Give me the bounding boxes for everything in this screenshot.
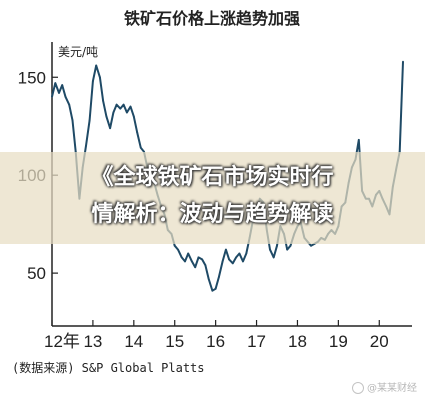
data-point [119,107,122,110]
data-point [238,252,241,255]
data-point [99,76,101,79]
data-point [289,244,292,247]
data-point [231,262,234,265]
data-point [68,103,71,106]
data-point [102,99,104,102]
data-point [187,252,190,255]
x-tick-label: 17 [247,332,266,351]
data-point [54,82,57,84]
banner-title-line-1: 《全球铁矿石市场实时行 [91,165,334,190]
x-tick-label: 15 [165,332,184,351]
data-point [51,95,53,98]
title-banner: 《全球铁矿石市场实时行 情解析：波动与趋势解读 [0,152,425,244]
watermark-text: @某某财经 [367,383,417,394]
data-point [286,248,289,251]
data-point [197,256,200,259]
data-point [201,258,204,261]
data-point [109,127,111,130]
data-point [211,289,214,292]
data-point [115,103,118,106]
data-point [214,287,217,290]
data-point [225,248,227,251]
data-point [221,260,224,263]
data-point [139,146,142,149]
data-point [122,103,125,106]
data-point [402,60,404,63]
data-point [129,105,132,108]
data-point [276,244,278,247]
x-tick-label: 16 [206,332,225,351]
y-tick-label: 50 [27,264,46,283]
data-point [207,278,210,280]
x-tick-label: 14 [124,332,143,351]
data-point [310,244,312,247]
source-note: (数据来源) S&P Global Platts [12,360,205,375]
tick-labels: 1501005012年1314151617181920 [18,68,389,351]
data-point [180,256,183,259]
watermark: @某某财经 [352,379,417,394]
x-tick-label: 13 [83,332,102,351]
chart-title: 铁矿石价格上涨趋势加强 [124,9,300,28]
data-point [112,111,115,114]
data-point [194,266,197,269]
data-point [173,244,176,247]
data-point [58,92,60,94]
watermark-logo-icon [352,382,364,394]
x-tick-label: 18 [288,332,307,351]
x-tick-label: 12年 [44,332,80,351]
banner-title-line-2: 情解析：波动与趋势解读 [91,202,334,227]
data-point [88,119,91,122]
x-tick-label: 19 [329,332,348,351]
data-point [245,252,248,255]
data-point [126,111,128,114]
data-point [272,256,275,259]
data-point [95,64,98,67]
data-point [235,256,238,259]
data-point [204,264,207,267]
data-point [242,260,244,263]
data-point [136,131,139,134]
data-point [92,80,94,83]
y-tick-label: 150 [18,68,46,87]
data-point [218,276,220,278]
data-point [71,119,74,122]
data-point [191,260,193,263]
data-point [64,95,67,98]
data-point [269,248,271,251]
unit-label: 美元/吨 [58,45,98,59]
data-point [105,115,108,118]
data-point [184,260,186,263]
data-point [85,144,87,147]
data-point [132,115,135,118]
data-point [61,84,64,86]
data-point [177,248,179,251]
data-point [357,139,360,141]
data-point [228,258,231,261]
x-tick-label: 20 [370,332,389,351]
